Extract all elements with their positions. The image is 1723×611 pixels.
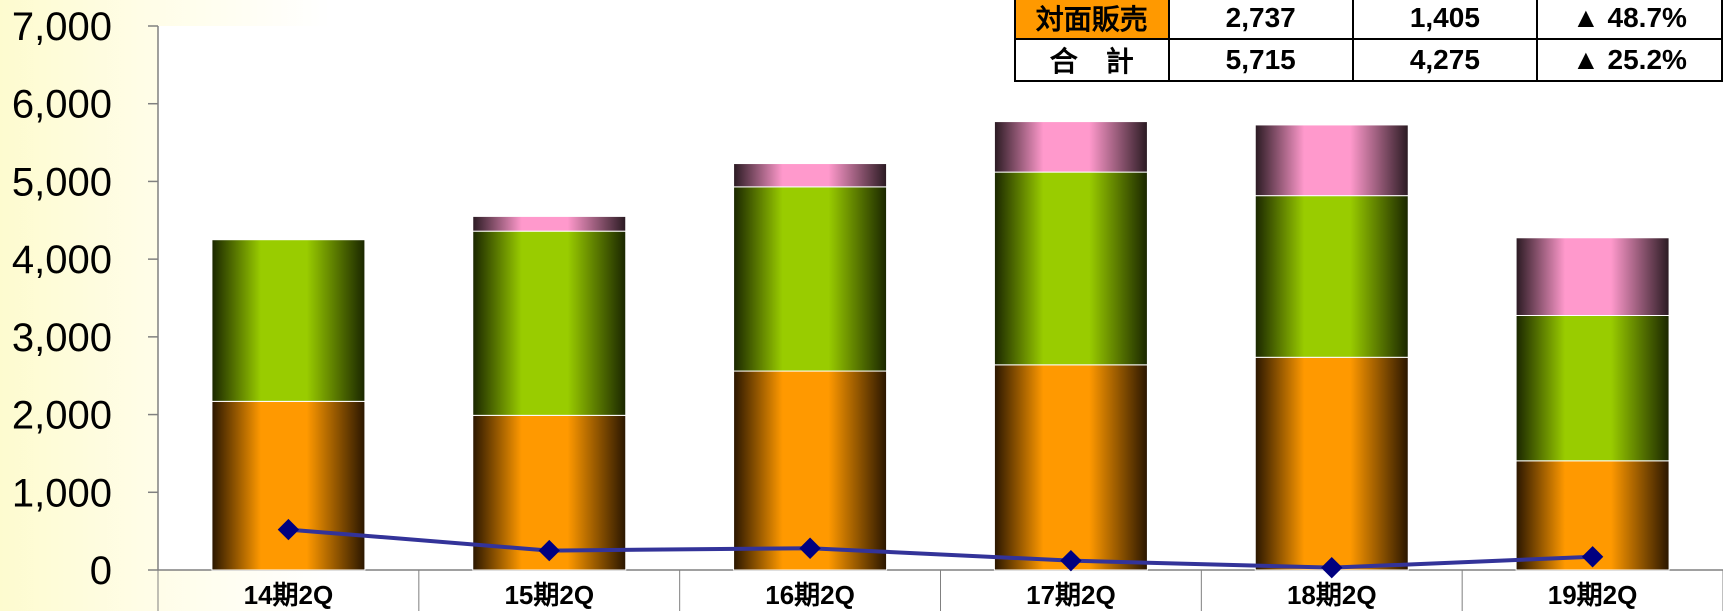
bar-segment	[1254, 356, 1409, 571]
bar-segment	[733, 163, 888, 188]
x-axis: 14期2Q 15期2Q 16期2Q 17期2Q 18期2Q 19期2Q	[157, 569, 1723, 611]
bar-segment	[1515, 314, 1670, 462]
line-series	[277, 518, 1604, 579]
bar-segment	[211, 400, 366, 571]
bar-segment	[993, 171, 1148, 366]
row-value-2: 1,405	[1351, 0, 1538, 40]
x-tick-label: 19期2Q	[1548, 580, 1638, 610]
row-label: 対面販売	[1014, 0, 1170, 40]
plot-area	[158, 26, 1723, 570]
row-value-1: 2,737	[1167, 0, 1354, 40]
line-point	[1581, 546, 1604, 568]
x-tick-label: 17期2Q	[1026, 580, 1116, 610]
x-tick-label: 18期2Q	[1287, 580, 1377, 610]
x-tick-label: 16期2Q	[765, 580, 855, 610]
line-point	[799, 537, 821, 559]
x-tick-label: 14期2Q	[244, 580, 334, 610]
row-value-1: 5,715	[1167, 38, 1354, 82]
bar-segment	[472, 230, 627, 416]
bar-segment	[993, 121, 1148, 173]
x-tick-label: 15期2Q	[504, 580, 594, 610]
bar-segment	[1254, 124, 1409, 197]
row-label: 合 計	[1014, 38, 1170, 82]
row-change: ▲ 48.7%	[1535, 0, 1723, 40]
bar-segment	[211, 239, 366, 402]
y-tick-label: 6,000	[12, 83, 112, 127]
y-tick-label: 4,000	[12, 238, 112, 282]
bars	[211, 121, 1670, 571]
line-point	[277, 518, 300, 541]
y-tick-label: 0	[90, 549, 112, 593]
table-row: 合 計 5,715 4,275 ▲ 25.2%	[1014, 38, 1723, 82]
y-tick-label: 5,000	[12, 160, 112, 204]
y-tick-label: 3,000	[12, 316, 112, 360]
line-point	[1060, 549, 1082, 572]
bar-segment	[733, 370, 888, 571]
row-value-2: 4,275	[1351, 38, 1538, 82]
y-tick-label: 2,000	[12, 394, 112, 438]
row-change: ▲ 25.2%	[1535, 38, 1723, 82]
y-tick-label: 1,000	[12, 471, 112, 515]
bar-segment	[993, 364, 1148, 571]
y-tick-label: 7,000	[12, 5, 112, 49]
bar-segment	[1254, 195, 1409, 358]
line-series-path	[288, 527, 1593, 570]
bar-segment	[472, 215, 627, 232]
bar-segment	[733, 186, 888, 372]
bar-segment	[1515, 237, 1670, 316]
y-axis: 0 1,000 2,000 3,000 4,000 5,000 6,000 7,000	[12, 5, 159, 593]
line-point	[1321, 556, 1343, 579]
summary-table: 対面販売 2,737 1,405 ▲ 48.7% 合 計 5,715 4,275…	[1014, 0, 1723, 82]
table-row: 対面販売 2,737 1,405 ▲ 48.7%	[1014, 0, 1723, 40]
line-point	[538, 539, 560, 562]
